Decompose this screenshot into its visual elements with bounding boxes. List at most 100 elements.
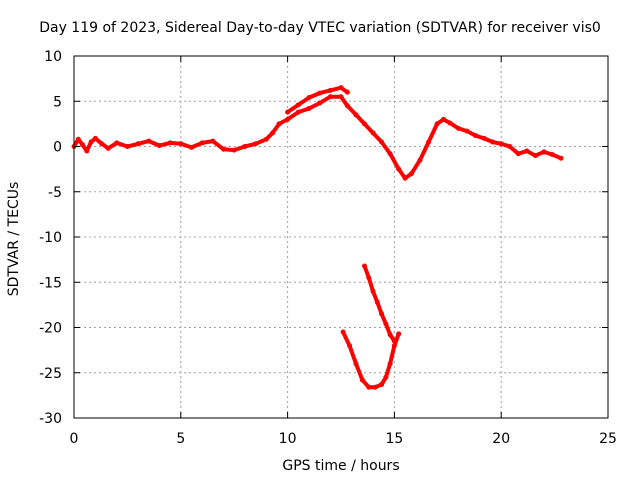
series-line-upper-band: [285, 85, 350, 115]
data-point: [379, 139, 385, 145]
data-point: [391, 343, 397, 349]
data-point: [276, 121, 282, 127]
data-point: [353, 112, 359, 118]
data-point: [344, 103, 350, 109]
data-point: [105, 145, 111, 151]
data-point: [408, 171, 414, 177]
data-point: [306, 95, 312, 101]
series-line-main-trace: [72, 94, 563, 181]
data-point: [383, 374, 389, 380]
x-axis-label: GPS time / hours: [282, 458, 399, 474]
y-tick-label: 5: [53, 94, 62, 110]
data-point: [340, 329, 346, 335]
data-point: [75, 136, 81, 142]
data-point: [507, 144, 513, 149]
data-point: [387, 361, 393, 367]
axis-ticks: 0 5 10 15 20 25 -30 -25 -20 -15 -10 -5 0 5 10: [39, 49, 617, 447]
data-point: [515, 151, 521, 157]
data-point: [441, 116, 447, 122]
x-tick-label: 0: [70, 431, 79, 447]
y-tick-label: -5: [48, 185, 62, 201]
data-point: [338, 94, 344, 100]
data-point: [370, 130, 376, 136]
data-point: [359, 377, 365, 383]
data-point: [231, 147, 237, 153]
data-point: [524, 148, 530, 154]
data-point: [84, 148, 90, 154]
data-point: [263, 136, 269, 142]
data-point: [114, 140, 120, 146]
data-point: [146, 138, 152, 144]
data-point: [391, 338, 397, 344]
data-point: [253, 141, 259, 147]
x-tick-label: 5: [176, 431, 185, 447]
data-point: [135, 141, 141, 147]
data-point: [88, 139, 94, 145]
data-point: [549, 152, 555, 158]
x-tick-label: 25: [599, 431, 617, 447]
data-point: [387, 151, 393, 157]
data-point: [285, 116, 291, 122]
data-point: [402, 175, 408, 181]
data-point: [383, 321, 389, 327]
data-point: [317, 100, 323, 106]
y-tick-label: -15: [39, 275, 62, 291]
x-tick-label: 10: [279, 431, 297, 447]
data-point: [199, 140, 205, 146]
data-point: [99, 141, 105, 147]
data-point: [558, 155, 564, 161]
data-point: [124, 144, 130, 149]
data-point: [156, 143, 162, 149]
data-point: [473, 133, 479, 139]
y-tick-label: -25: [39, 366, 62, 382]
data-point: [295, 102, 301, 108]
data-point: [374, 299, 380, 305]
data-point: [532, 153, 538, 159]
data-point: [396, 166, 402, 172]
data-point: [370, 288, 376, 294]
data-point: [379, 311, 385, 317]
data-point: [417, 157, 423, 163]
data-point: [270, 130, 276, 136]
data-point: [455, 125, 461, 131]
data-point: [541, 149, 547, 155]
data-point: [188, 144, 194, 150]
data-point: [434, 121, 440, 127]
data-point: [295, 109, 301, 115]
data-point: [210, 138, 216, 144]
data-point: [447, 120, 453, 126]
y-tick-label: -20: [39, 321, 62, 337]
chart-title: Day 119 of 2023, Sidereal Day-to-day VTE…: [39, 20, 601, 36]
data-point: [347, 343, 353, 349]
data-point: [361, 121, 367, 127]
data-point: [285, 109, 291, 115]
data-point: [498, 141, 504, 147]
y-tick-label: 0: [53, 140, 62, 156]
data-point: [426, 139, 432, 145]
data-point: [178, 141, 184, 147]
series-line-lower-arc: [341, 330, 401, 390]
data-point: [242, 144, 248, 149]
data-point: [366, 384, 372, 390]
data-point: [481, 135, 487, 141]
data-series: [71, 85, 564, 390]
grid-lines: [74, 56, 608, 418]
data-point: [490, 139, 496, 145]
data-point: [327, 94, 333, 100]
data-point: [372, 384, 378, 390]
y-tick-label: -10: [39, 230, 62, 246]
data-point: [387, 332, 393, 338]
data-point: [306, 105, 312, 111]
data-point: [92, 135, 98, 141]
y-tick-label: 10: [44, 49, 62, 65]
data-point: [396, 331, 402, 337]
data-point: [366, 275, 372, 281]
data-point: [221, 146, 227, 152]
data-point: [353, 361, 359, 367]
data-point: [327, 87, 333, 93]
data-point: [361, 263, 367, 269]
x-tick-label: 15: [385, 431, 403, 447]
x-tick-label: 20: [492, 431, 510, 447]
y-axis-label: SDTVAR / TECUs: [6, 182, 22, 297]
